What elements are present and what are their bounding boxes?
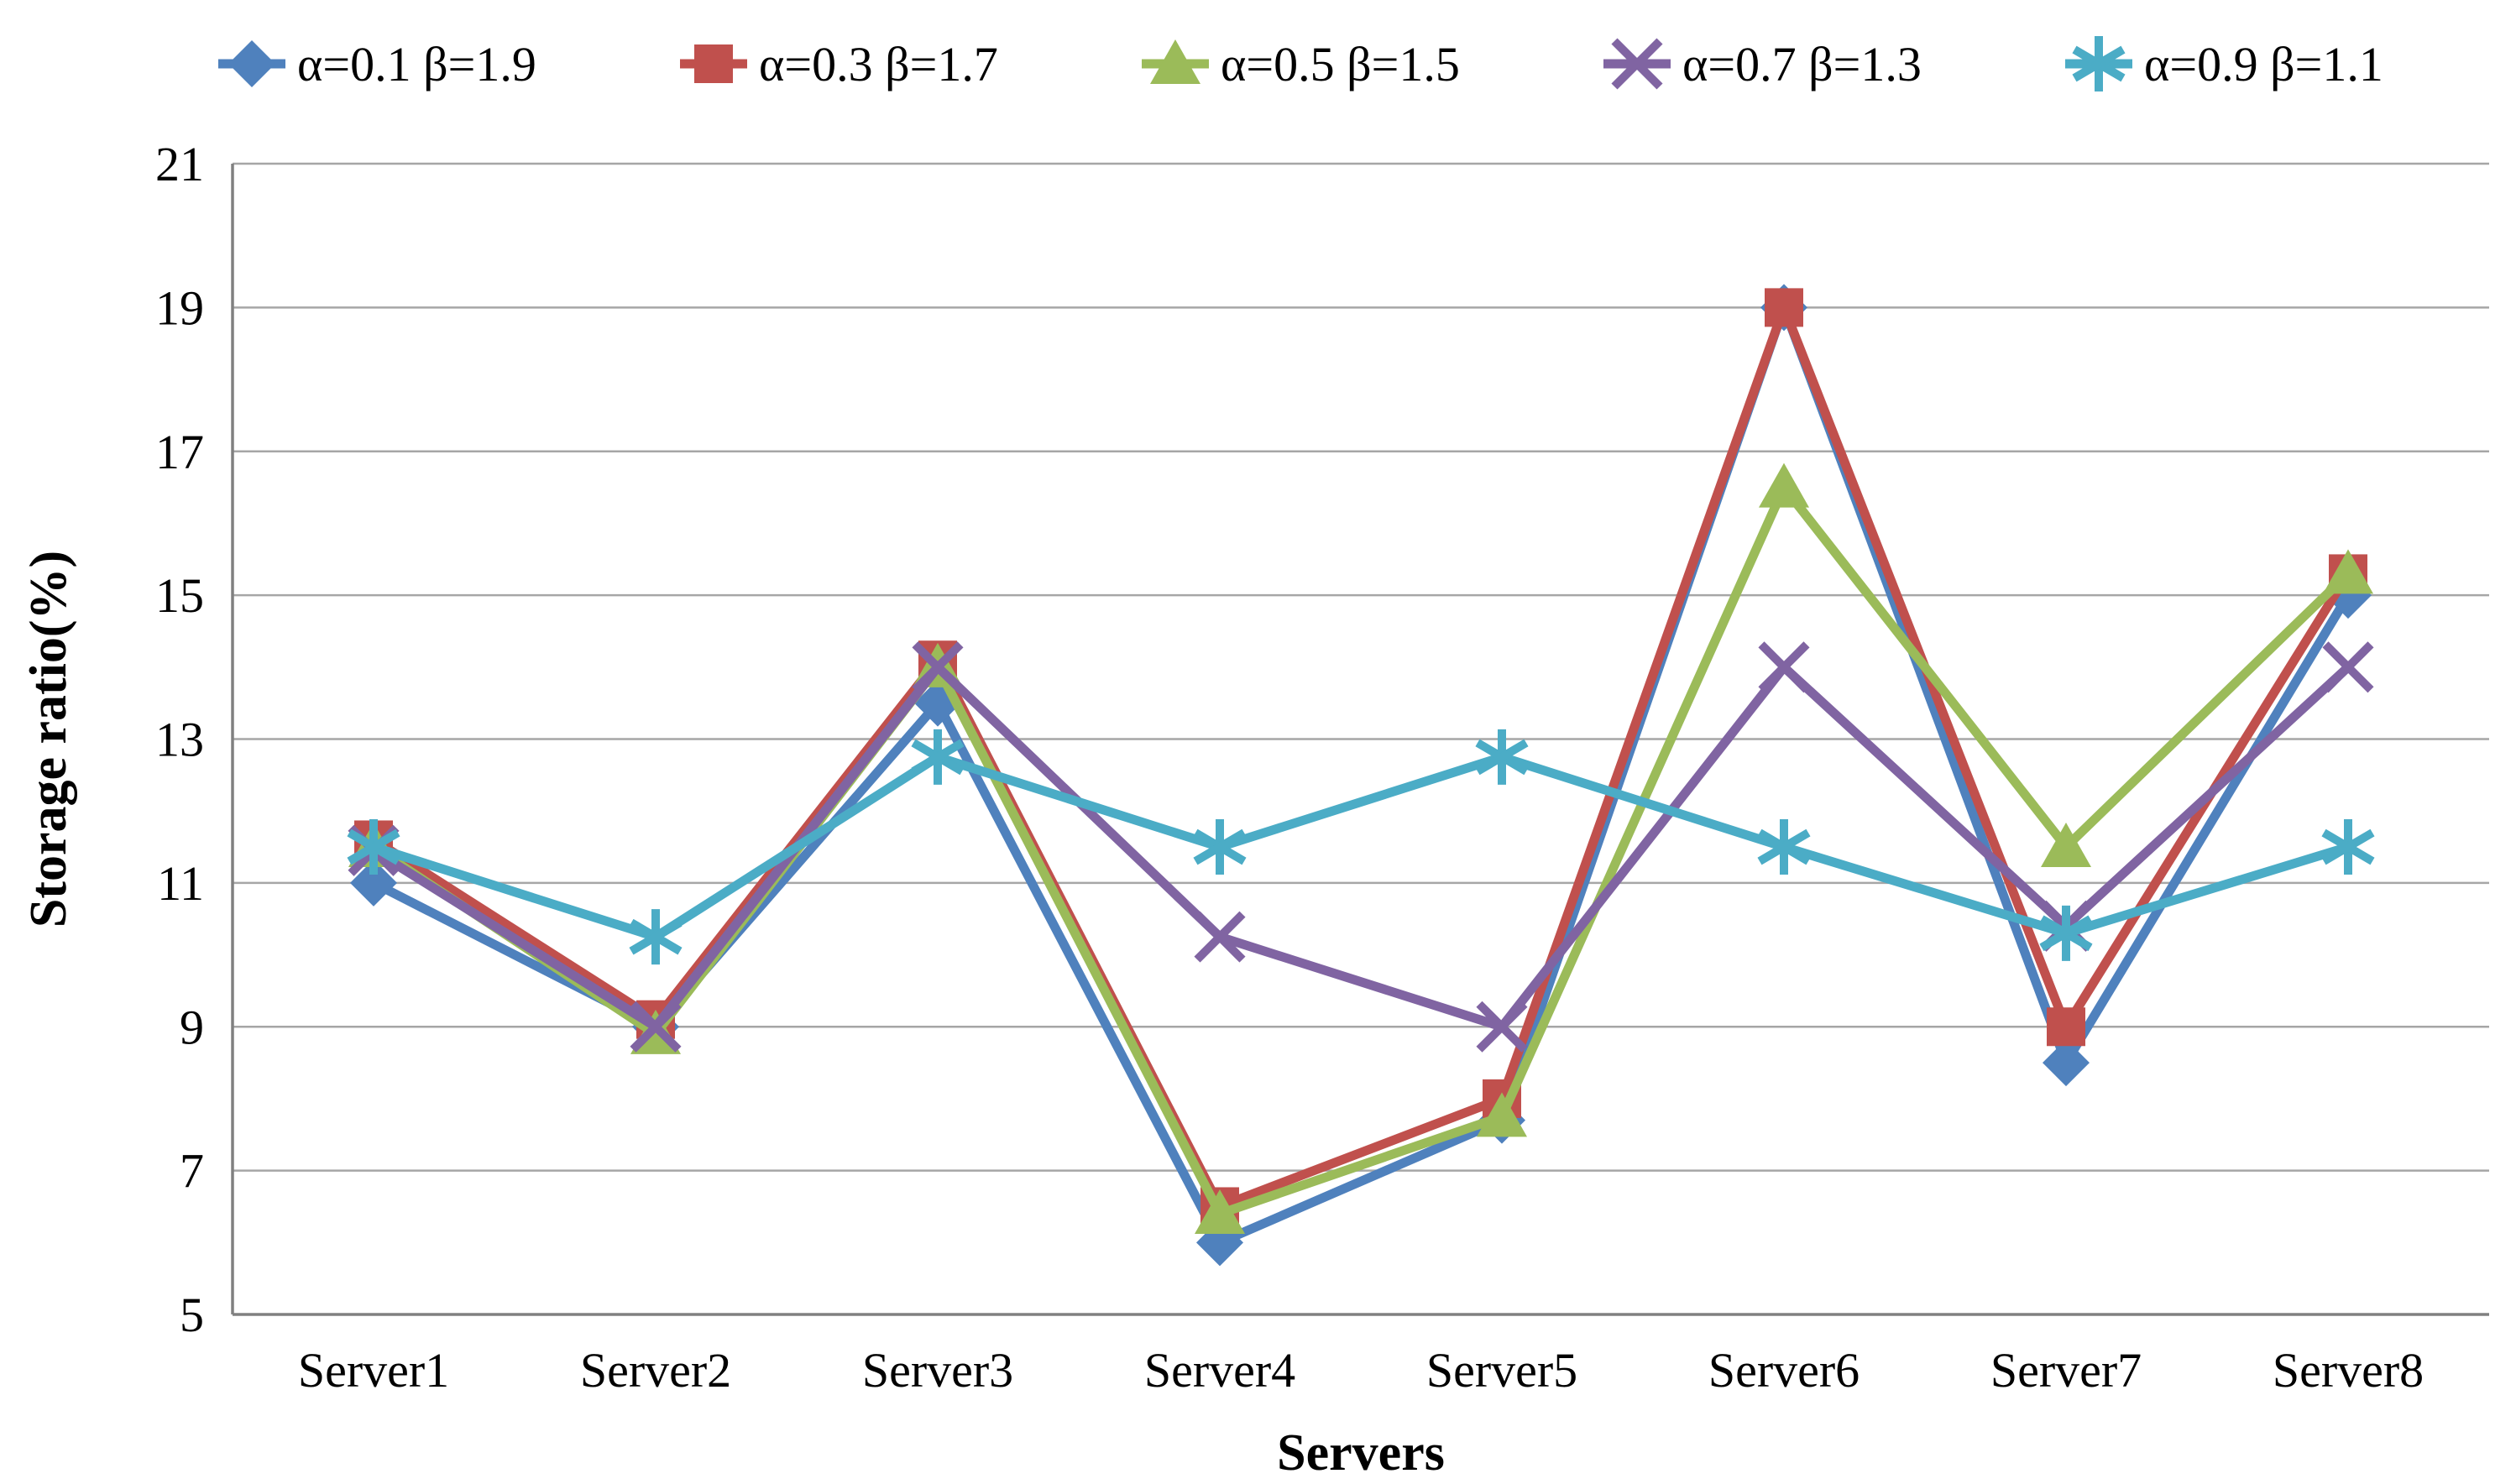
legend: α=0.1 β=1.9 α=0.3 β=1.7 α=0.5 β=1.5 α=0.7 β…: [218, 36, 2383, 91]
data-point-Server6: [1758, 641, 1810, 693]
y-tick-label: 13: [155, 713, 204, 767]
y-tick-label: 21: [155, 137, 204, 191]
x-tick-label: Server7: [1990, 1343, 2142, 1398]
diamond-legend-marker: [228, 40, 275, 87]
data-point-Server3: [912, 641, 964, 693]
data-point-Server2: [629, 909, 683, 965]
y-tick-label: 17: [155, 425, 204, 479]
data-point-Server4: [1193, 819, 1247, 875]
y-axis-tick-labels: 5 7 9 11 13 15 17 19 21: [155, 137, 204, 1342]
triangle-legend-marker: [1150, 39, 1200, 84]
data-point-Server6: [1757, 819, 1811, 875]
data-point-Server4: [1194, 911, 1246, 963]
legend-item: α=0.1 β=1.9: [218, 37, 536, 91]
x-tick-label: Server1: [298, 1343, 449, 1398]
data-point-Server7: [2039, 905, 2093, 961]
y-tick-label: 19: [155, 280, 204, 335]
data-point-Server3: [911, 729, 965, 785]
data-point-Server4: [1195, 1189, 1245, 1235]
y-tick-label: 5: [180, 1288, 204, 1342]
data-point-Server6: [1759, 462, 1809, 508]
series-line: [369, 752, 2353, 942]
legend-label: α=0.1 β=1.9: [297, 37, 536, 91]
square-legend-marker: [694, 44, 733, 83]
data-point-Server5: [1476, 1001, 1528, 1053]
data-point-Server5: [1475, 729, 1529, 785]
data-point-Server1: [347, 819, 400, 875]
data-point-Server2: [630, 1001, 682, 1053]
x-axis-title: Servers: [1277, 1424, 1445, 1481]
data-point-Server8: [2321, 819, 2375, 875]
data-point-Server8: [2323, 549, 2373, 594]
asterisk-legend-marker: [2072, 36, 2126, 91]
data-point-Server7: [2047, 1007, 2085, 1047]
y-tick-label: 11: [157, 856, 204, 911]
x-tick-label: Server6: [1708, 1343, 1860, 1398]
cross-legend-marker: [1611, 38, 1663, 90]
data-point-Server7: [2041, 823, 2091, 868]
x-axis-tick-labels: Server1 Server2 Server3 Server4 Server5 Serve…: [298, 1343, 2424, 1398]
x-tick-label: Server2: [580, 1343, 731, 1398]
legend-label: α=0.3 β=1.7: [759, 37, 998, 91]
data-point-Server8: [2322, 641, 2374, 693]
x-tick-label: Server4: [1144, 1343, 1295, 1398]
legend-label: α=0.5 β=1.5: [1221, 37, 1460, 91]
y-tick-label: 15: [155, 568, 204, 623]
legend-label: α=0.9 β=1.1: [2144, 37, 2383, 91]
legend-label: α=0.7 β=1.3: [1682, 37, 1922, 91]
x-tick-label: Server3: [862, 1343, 1013, 1398]
legend-item: α=0.9 β=1.1: [2065, 36, 2383, 91]
y-tick-label: 9: [180, 1000, 204, 1054]
y-tick-label: 7: [180, 1144, 204, 1199]
gridlines: [233, 162, 2489, 1316]
data-point-Server7: [2043, 1039, 2090, 1087]
legend-item: α=0.5 β=1.5: [1142, 37, 1460, 91]
data-point-Server6: [1765, 288, 1803, 327]
data-point-Server5: [1477, 1092, 1527, 1137]
legend-item: α=0.7 β=1.3: [1603, 37, 1922, 91]
x-tick-label: Server8: [2273, 1343, 2424, 1398]
series-α=0.9 β=1.1: [347, 729, 2375, 965]
y-axis-title: Storage ratio(%): [20, 551, 77, 928]
data-point-Server1: [350, 859, 397, 907]
legend-item: α=0.3 β=1.7: [680, 37, 998, 91]
series-line: [369, 662, 2353, 1032]
x-tick-label: Server5: [1426, 1343, 1577, 1398]
series-group: [347, 284, 2375, 1267]
